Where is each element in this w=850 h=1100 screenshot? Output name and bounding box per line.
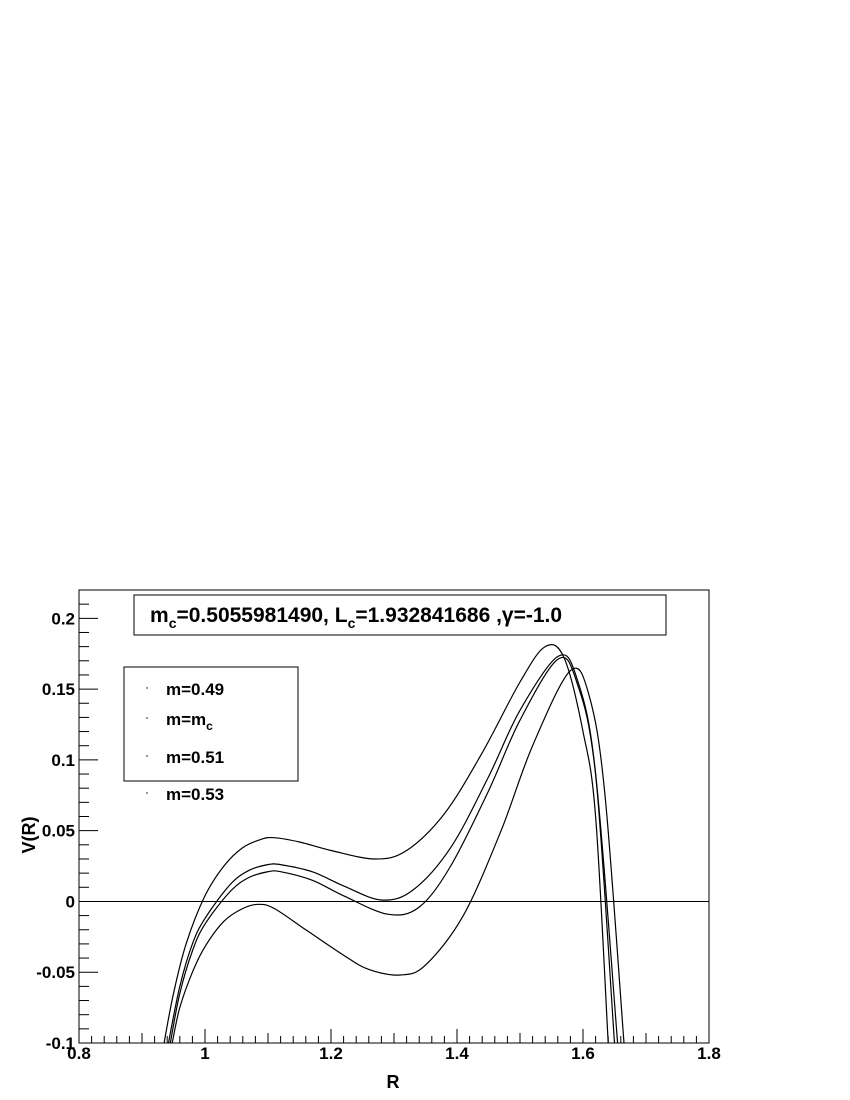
title-gamma-value: =-1.0: [514, 604, 562, 627]
legend-entry-1: m=mc: [166, 710, 213, 733]
y-tick-label: 0.2: [51, 609, 75, 628]
labels-layer: 0.8 1 1.2 1.4 1.6 1.8 -0.1 -0.05 0 0.05 0.1 0.15 0.2: [36, 609, 721, 1063]
x-tick-label: 1: [200, 1044, 209, 1063]
legend-entry-2: m=0.51: [166, 748, 224, 767]
y-tick-label: -0.05: [36, 963, 75, 982]
title-m-symbol: m: [150, 604, 169, 627]
x-tick-label: 1.2: [319, 1044, 343, 1063]
legend-box: [123, 666, 299, 782]
legend-marker-3: [146, 792, 148, 794]
x-axis-label: R: [387, 1072, 400, 1092]
title-l-symbol: L: [335, 604, 348, 627]
x-tick-label: 1.4: [445, 1044, 469, 1063]
legend-entry-3: m=0.53: [166, 785, 224, 804]
x-tick-label: 1.8: [697, 1044, 721, 1063]
series-line-1: [167, 654, 616, 1044]
title-l-sub: c: [348, 615, 356, 631]
legend-entry-1-sub: c: [206, 719, 213, 733]
legend-entry-1-text: m=m: [166, 710, 206, 729]
chart-title: mc=0.5055981490, Lc=1.932841686 ,γ=-1.0: [150, 604, 562, 631]
x-tick-label: 0.8: [67, 1044, 91, 1063]
title-l-value: =1.932841686 ,: [355, 604, 502, 627]
series-line-0: [163, 644, 609, 1044]
series-line-2: [169, 656, 619, 1044]
y-axis-label: V(R): [19, 817, 39, 854]
axes-layer: [78, 589, 710, 1044]
series-line-3: [171, 667, 625, 1044]
y-tick-label: -0.1: [46, 1034, 75, 1053]
legend-marker-0: [146, 687, 148, 689]
y-tick-label: 0.1: [51, 751, 75, 770]
title-box: [133, 594, 667, 636]
y-tick-label: 0.05: [42, 822, 75, 841]
legend-entry-0: m=0.49: [166, 680, 224, 699]
curves-layer: [163, 644, 625, 1044]
legend-marker-1: [146, 717, 148, 719]
y-tick-label: 0: [66, 892, 75, 911]
title-m-value: =0.5055981490,: [176, 604, 334, 627]
y-tick-label: 0.15: [42, 680, 75, 699]
title-m-sub: c: [169, 615, 177, 631]
title-gamma-symbol: γ: [502, 604, 514, 627]
x-tick-label: 1.6: [571, 1044, 595, 1063]
legend-marker-2: [146, 755, 148, 757]
